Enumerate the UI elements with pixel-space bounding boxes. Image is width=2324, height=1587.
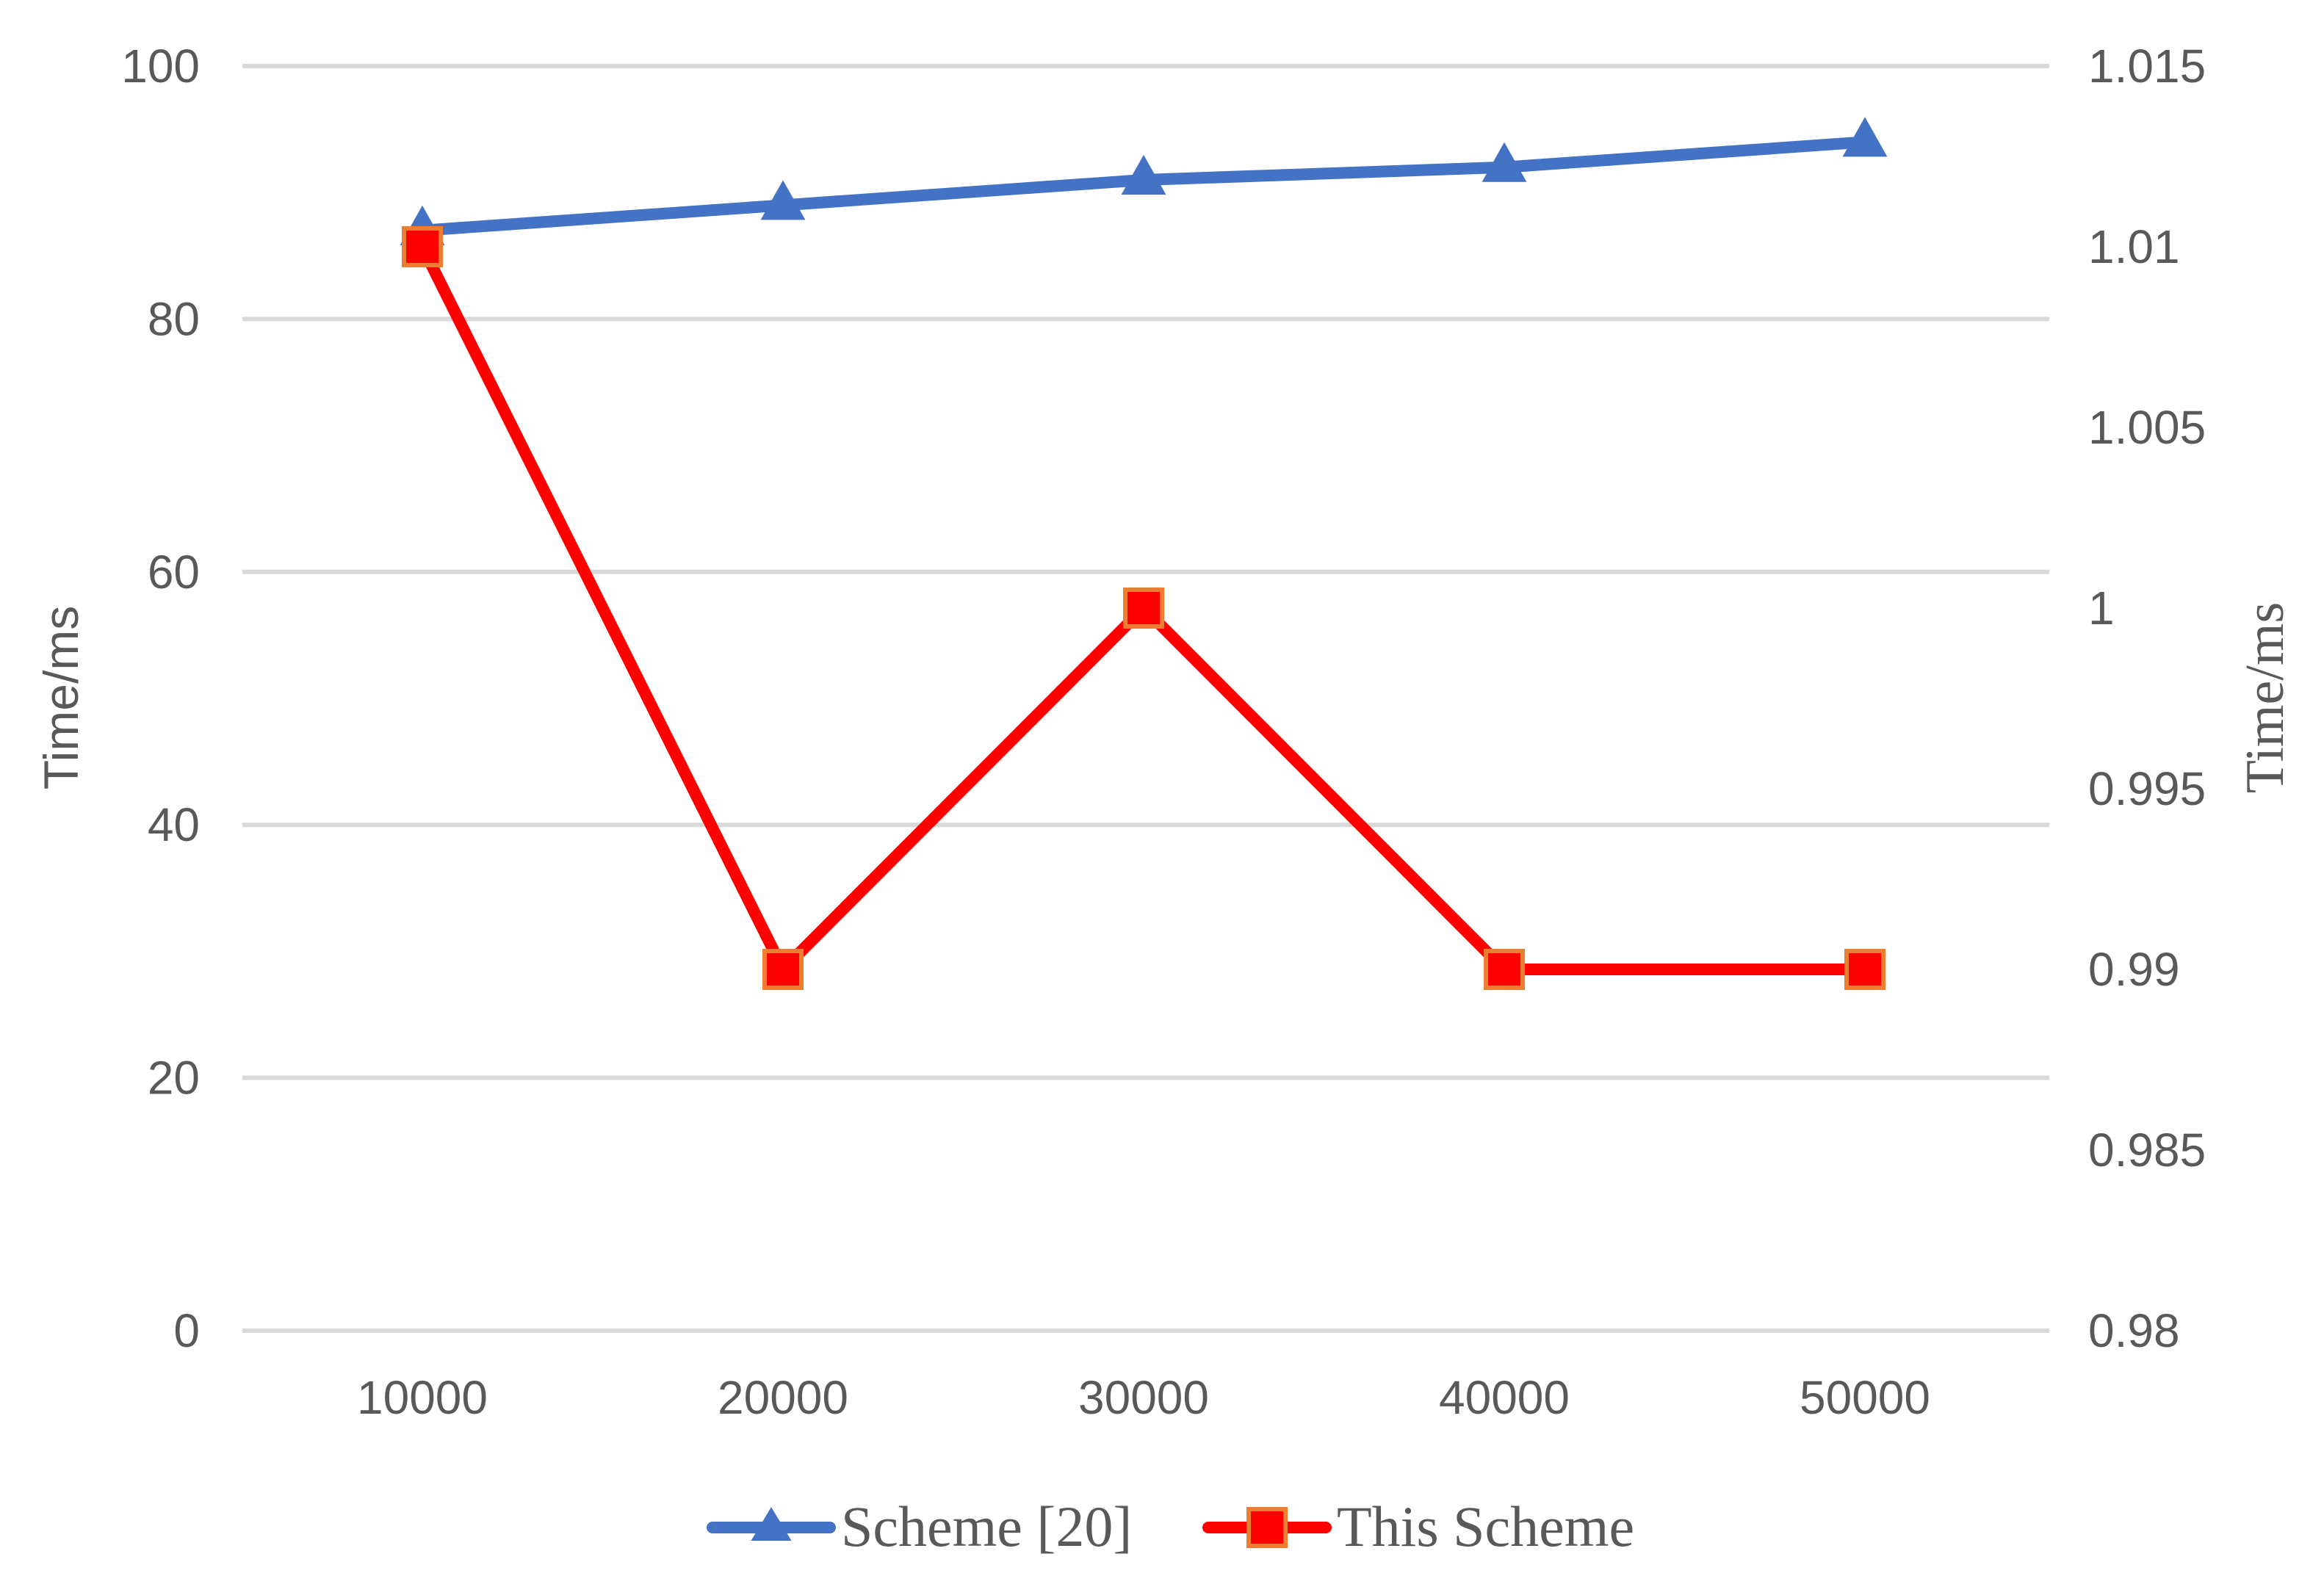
legend-label-this-scheme: This Scheme <box>1337 1494 1634 1558</box>
x-tick-label: 50000 <box>1800 1371 1930 1424</box>
right-y-axis-ticks: 0.98 0.985 0.99 0.995 1 1.005 1.01 1.015 <box>2088 40 2206 1357</box>
right-tick-label: 1.01 <box>2088 220 2180 273</box>
left-tick-label: 20 <box>148 1052 200 1105</box>
legend-marker-square-icon <box>1246 1507 1288 1548</box>
legend: Scheme [20] This Scheme <box>707 1494 1634 1558</box>
series-scheme-20 <box>400 117 1888 245</box>
x-tick-label: 20000 <box>718 1371 848 1424</box>
left-y-axis-ticks: 0 20 40 60 80 100 <box>121 40 200 1357</box>
data-point-triangle <box>1121 154 1166 195</box>
right-tick-label: 1.015 <box>2088 40 2206 93</box>
left-tick-label: 100 <box>121 40 200 93</box>
right-tick-label: 0.995 <box>2088 762 2206 815</box>
x-tick-label: 40000 <box>1439 1371 1570 1424</box>
right-tick-label: 0.99 <box>2088 943 2180 996</box>
data-point-square <box>1123 588 1164 629</box>
data-point-triangle <box>760 180 806 220</box>
left-tick-label: 80 <box>148 292 200 345</box>
right-tick-label: 0.985 <box>2088 1124 2206 1176</box>
data-point-square <box>1484 949 1525 990</box>
series-lines <box>400 117 1888 990</box>
data-point-triangle <box>1482 142 1527 182</box>
right-tick-label: 0.98 <box>2088 1304 2180 1357</box>
left-y-axis-title: Time/ms <box>34 606 88 790</box>
data-point-triangle <box>1842 117 1888 157</box>
x-tick-label: 30000 <box>1078 1371 1209 1424</box>
data-point-square <box>762 949 804 990</box>
legend-label-scheme-20: Scheme [20] <box>841 1494 1132 1558</box>
left-tick-label: 40 <box>148 798 200 851</box>
right-tick-label: 1 <box>2088 582 2115 635</box>
gridlines <box>242 64 2049 1333</box>
right-tick-label: 1.005 <box>2088 401 2206 454</box>
data-point-square <box>402 226 443 267</box>
left-tick-label: 0 <box>173 1304 200 1357</box>
right-y-axis-title: Time/ms <box>2235 602 2295 793</box>
data-point-square <box>1844 949 1885 990</box>
legend-marker-triangle-icon <box>751 1507 792 1541</box>
x-tick-label: 10000 <box>357 1371 488 1424</box>
x-axis-ticks: 10000 20000 30000 40000 50000 <box>357 1371 1930 1424</box>
series-this-scheme <box>402 226 1885 990</box>
left-tick-label: 60 <box>148 546 200 599</box>
